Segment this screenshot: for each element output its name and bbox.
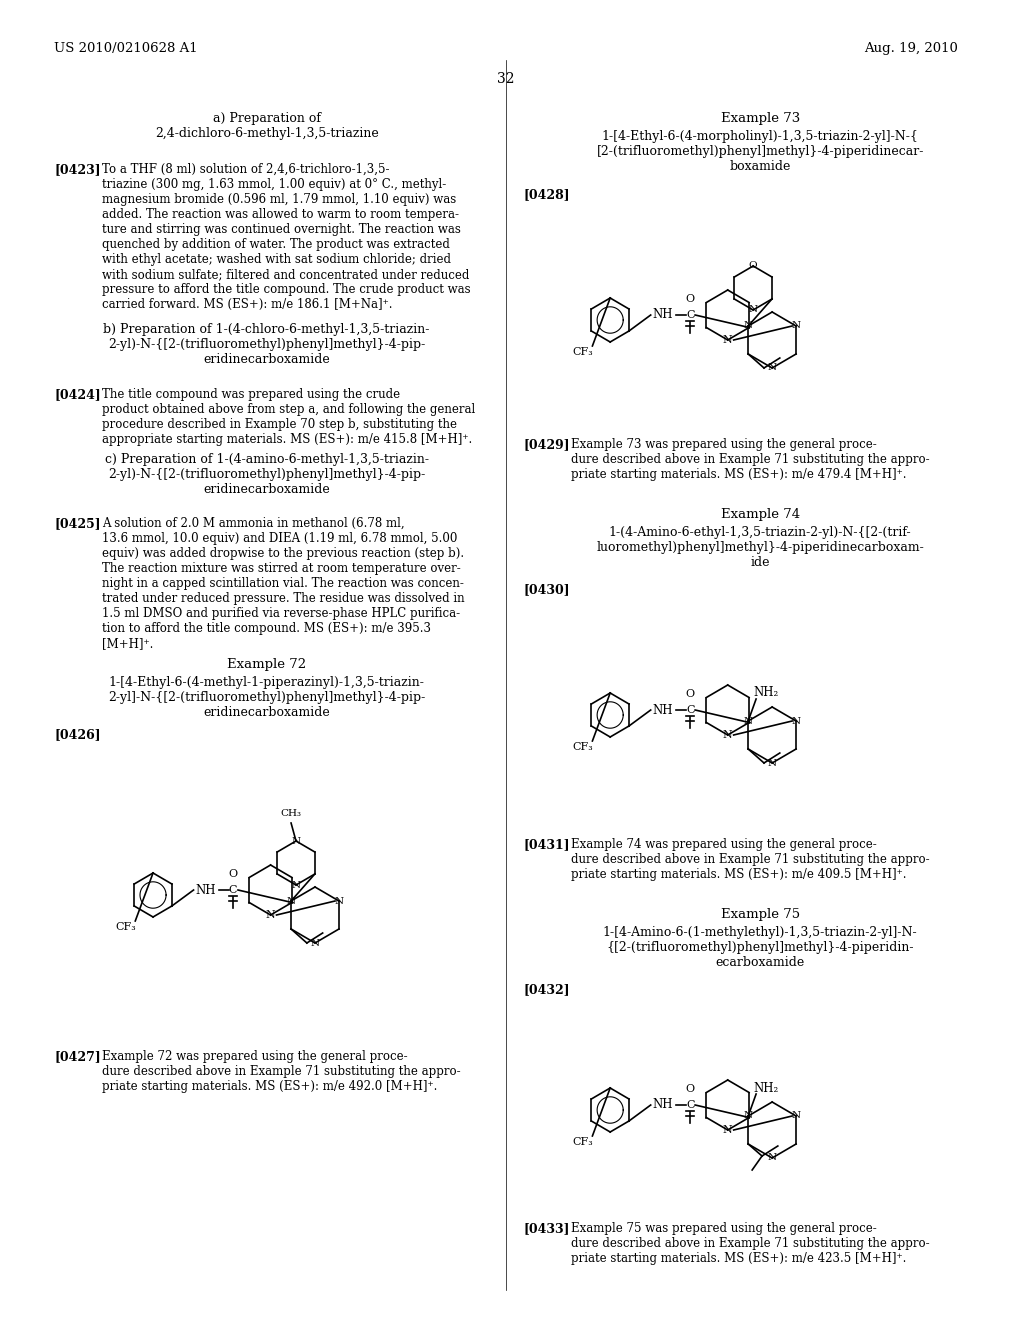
Text: CH₃: CH₃ bbox=[281, 809, 302, 818]
Text: N: N bbox=[768, 1154, 777, 1163]
Text: [0427]: [0427] bbox=[54, 1049, 101, 1063]
Text: N: N bbox=[768, 759, 777, 767]
Text: C: C bbox=[686, 310, 694, 319]
Text: A solution of 2.0 M ammonia in methanol (6.78 ml,
13.6 mmol, 10.0 equiv) and DIE: A solution of 2.0 M ammonia in methanol … bbox=[101, 517, 464, 649]
Text: [0425]: [0425] bbox=[54, 517, 101, 531]
Text: CF₃: CF₃ bbox=[572, 1137, 593, 1147]
Text: [0424]: [0424] bbox=[54, 388, 101, 401]
Text: a) Preparation of
2,4-dichloro-6-methyl-1,3,5-triazine: a) Preparation of 2,4-dichloro-6-methyl-… bbox=[155, 112, 379, 140]
Text: N: N bbox=[792, 717, 801, 726]
Text: NH: NH bbox=[196, 883, 216, 896]
Text: c) Preparation of 1-(4-amino-6-methyl-1,3,5-triazin-
2-yl)-N-{[2-(trifluoromethy: c) Preparation of 1-(4-amino-6-methyl-1,… bbox=[104, 453, 429, 496]
Text: US 2010/0210628 A1: US 2010/0210628 A1 bbox=[54, 42, 198, 55]
Text: N: N bbox=[723, 335, 732, 345]
Text: The title compound was prepared using the crude
product obtained above from step: The title compound was prepared using th… bbox=[101, 388, 475, 446]
Text: [0428]: [0428] bbox=[523, 187, 570, 201]
Text: C: C bbox=[686, 1100, 694, 1110]
Text: Aug. 19, 2010: Aug. 19, 2010 bbox=[864, 42, 957, 55]
Text: 1-(4-Amino-6-ethyl-1,3,5-triazin-2-yl)-N-{[2-(trif-
luoromethyl)phenyl]methyl}-4: 1-(4-Amino-6-ethyl-1,3,5-triazin-2-yl)-N… bbox=[596, 525, 924, 569]
Text: Example 74: Example 74 bbox=[721, 508, 800, 521]
Text: N: N bbox=[743, 717, 753, 726]
Text: 1-[4-Ethyl-6-(4-methyl-1-piperazinyl)-1,3,5-triazin-
2-yl]-N-{[2-(trifluoromethy: 1-[4-Ethyl-6-(4-methyl-1-piperazinyl)-1,… bbox=[108, 676, 425, 719]
Text: 32: 32 bbox=[497, 73, 514, 86]
Text: 1-[4-Amino-6-(1-methylethyl)-1,3,5-triazin-2-yl]-N-
{[2-(trifluoromethyl)phenyl]: 1-[4-Amino-6-(1-methylethyl)-1,3,5-triaz… bbox=[603, 927, 918, 969]
Text: NH: NH bbox=[652, 704, 673, 717]
Text: [0432]: [0432] bbox=[523, 983, 570, 997]
Text: Example 73 was prepared using the general proce-
dure described above in Example: Example 73 was prepared using the genera… bbox=[570, 438, 930, 480]
Text: N: N bbox=[265, 909, 275, 920]
Text: N: N bbox=[723, 730, 732, 741]
Text: C: C bbox=[686, 705, 694, 715]
Text: [0430]: [0430] bbox=[523, 583, 570, 597]
Text: N: N bbox=[749, 305, 758, 314]
Text: [0429]: [0429] bbox=[523, 438, 570, 451]
Text: O: O bbox=[686, 1084, 694, 1094]
Text: N: N bbox=[768, 363, 777, 372]
Text: N: N bbox=[792, 1111, 801, 1121]
Text: N: N bbox=[792, 322, 801, 330]
Text: Example 72 was prepared using the general proce-
dure described above in Example: Example 72 was prepared using the genera… bbox=[101, 1049, 461, 1093]
Text: NH: NH bbox=[652, 309, 673, 322]
Text: Example 75 was prepared using the general proce-
dure described above in Example: Example 75 was prepared using the genera… bbox=[570, 1222, 930, 1265]
Text: b) Preparation of 1-(4-chloro-6-methyl-1,3,5-triazin-
2-yl)-N-{[2-(trifluorometh: b) Preparation of 1-(4-chloro-6-methyl-1… bbox=[103, 323, 430, 366]
Text: To a THF (8 ml) solution of 2,4,6-trichloro-1,3,5-
triazine (300 mg, 1.63 mmol, : To a THF (8 ml) solution of 2,4,6-trichl… bbox=[101, 162, 470, 312]
Text: [0433]: [0433] bbox=[523, 1222, 569, 1236]
Text: [0423]: [0423] bbox=[54, 162, 101, 176]
Text: CF₃: CF₃ bbox=[572, 347, 593, 356]
Text: Example 75: Example 75 bbox=[721, 908, 800, 921]
Text: CF₃: CF₃ bbox=[115, 921, 136, 932]
Text: NH₂: NH₂ bbox=[754, 686, 778, 700]
Text: O: O bbox=[228, 869, 238, 879]
Text: NH: NH bbox=[652, 1098, 673, 1111]
Text: [0426]: [0426] bbox=[54, 729, 101, 741]
Text: N: N bbox=[335, 896, 343, 906]
Text: NH₂: NH₂ bbox=[754, 1081, 778, 1094]
Text: N: N bbox=[287, 896, 296, 906]
Text: O: O bbox=[686, 294, 694, 304]
Text: N: N bbox=[310, 939, 319, 948]
Text: N: N bbox=[743, 1111, 753, 1121]
Text: O: O bbox=[686, 689, 694, 700]
Text: N: N bbox=[292, 880, 301, 890]
Text: Example 73: Example 73 bbox=[721, 112, 800, 125]
Text: Example 74 was prepared using the general proce-
dure described above in Example: Example 74 was prepared using the genera… bbox=[570, 838, 930, 880]
Text: C: C bbox=[228, 884, 238, 895]
Text: CF₃: CF₃ bbox=[572, 742, 593, 752]
Text: N: N bbox=[743, 322, 753, 330]
Text: [0431]: [0431] bbox=[523, 838, 570, 851]
Text: O: O bbox=[749, 261, 758, 271]
Text: N: N bbox=[292, 837, 301, 846]
Text: N: N bbox=[723, 1125, 732, 1135]
Text: Example 72: Example 72 bbox=[227, 657, 306, 671]
Text: 1-[4-Ethyl-6-(4-morpholinyl)-1,3,5-triazin-2-yl]-N-{
[2-(trifluoromethyl)phenyl]: 1-[4-Ethyl-6-(4-morpholinyl)-1,3,5-triaz… bbox=[597, 129, 924, 173]
